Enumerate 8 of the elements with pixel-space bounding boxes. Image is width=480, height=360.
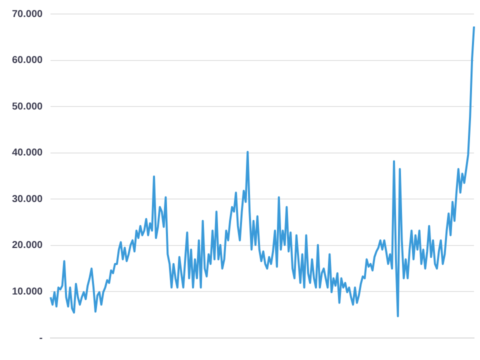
y-tick-label: 40.000 xyxy=(12,148,44,159)
y-tick-label: 10.000 xyxy=(12,286,44,298)
y-tick-label: 70.000 xyxy=(12,8,44,20)
y-tick-label: 60.000 xyxy=(12,55,44,66)
y-tick-label: 20.000 xyxy=(12,240,44,252)
y-tick-label: - xyxy=(39,332,43,344)
y-tick-label: 50.000 xyxy=(12,101,44,112)
y-tick-label: 30.000 xyxy=(12,194,44,205)
